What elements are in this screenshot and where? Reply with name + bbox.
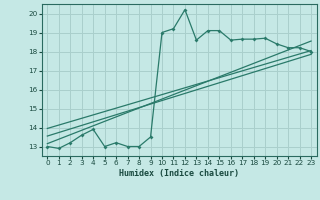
X-axis label: Humidex (Indice chaleur): Humidex (Indice chaleur) [119,169,239,178]
